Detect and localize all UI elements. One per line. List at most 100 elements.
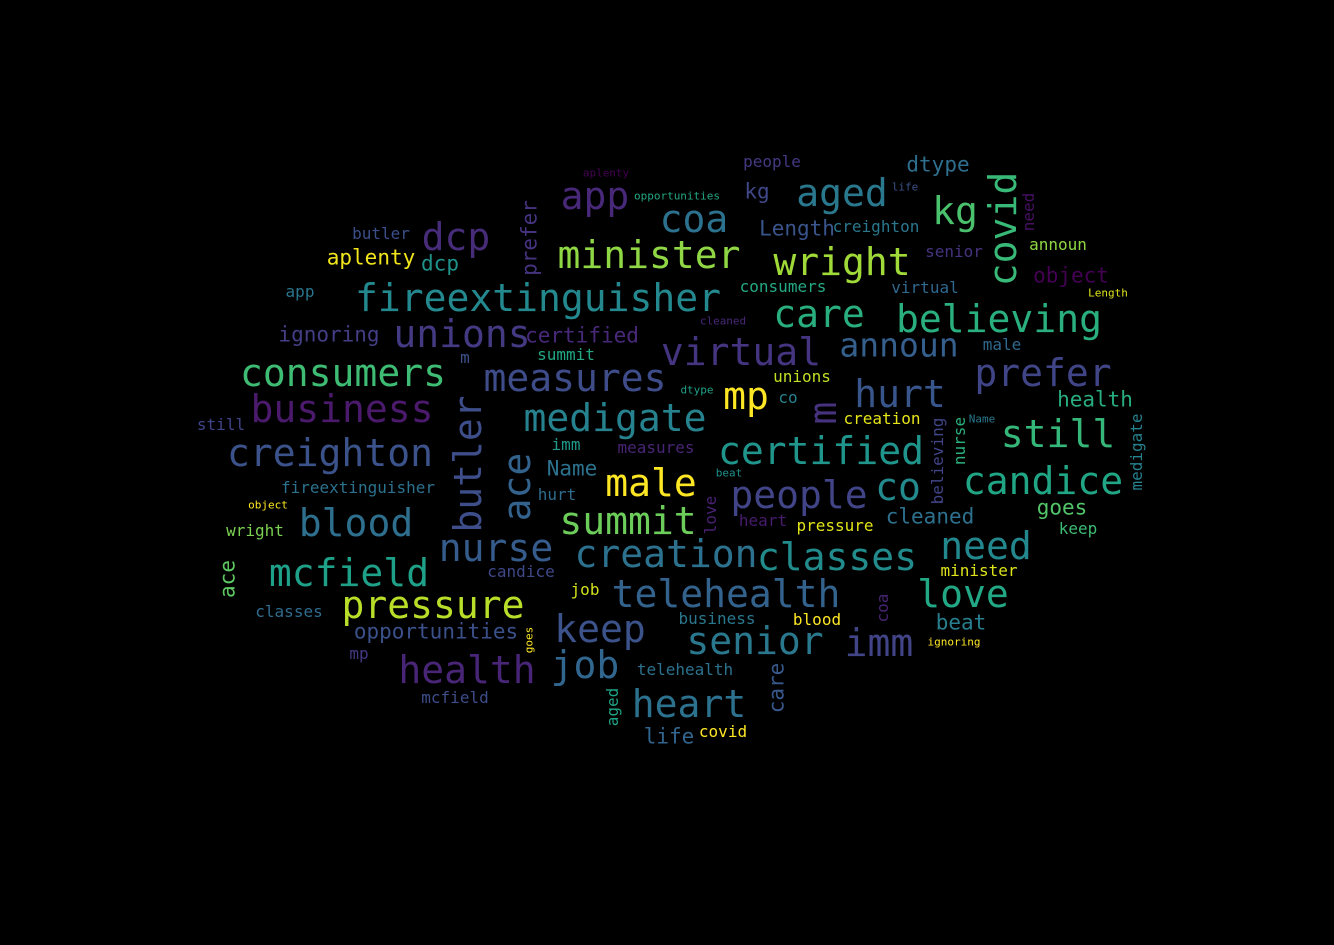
word: love: [917, 572, 1009, 616]
word: kg: [932, 189, 978, 233]
word: measures: [617, 438, 695, 457]
word: unions: [773, 367, 831, 386]
word: ignoring: [278, 322, 380, 347]
word: hurt: [854, 372, 946, 416]
word: butler: [446, 395, 490, 533]
word: health: [398, 648, 536, 692]
word: need: [940, 524, 1032, 568]
word: covid: [698, 722, 748, 741]
word: people: [730, 473, 868, 517]
word: blood: [792, 610, 842, 629]
word: candice: [962, 459, 1124, 503]
word: Name: [968, 412, 996, 426]
word: mcfield: [268, 551, 430, 595]
word: creighton: [832, 217, 920, 236]
word: co: [778, 388, 798, 407]
word: announ: [1029, 235, 1087, 254]
word: prefer: [974, 351, 1112, 395]
word: care: [773, 292, 865, 336]
word: fireextinguisher: [354, 276, 722, 320]
word: pressure: [796, 516, 874, 535]
word: job: [550, 643, 620, 687]
word: dcp: [421, 215, 491, 259]
word: believing: [896, 297, 1102, 341]
word: coa: [659, 197, 729, 241]
word: male: [605, 461, 697, 505]
word: need: [1019, 192, 1038, 232]
word: certified: [718, 429, 924, 473]
word: dtype: [680, 383, 714, 397]
word: still: [196, 415, 246, 434]
word: opportunities: [633, 189, 721, 203]
word: candice: [487, 562, 555, 581]
word: still: [1000, 412, 1116, 456]
word: hurt: [537, 485, 577, 504]
word: coa: [873, 593, 892, 623]
word: keep: [1058, 519, 1098, 538]
word: people: [743, 152, 801, 171]
word: medigate: [1127, 413, 1146, 491]
word: fireextinguisher: [280, 478, 436, 497]
word: ace: [215, 560, 240, 598]
word: m: [801, 401, 845, 425]
word: aplenty: [326, 245, 416, 270]
word: measures: [483, 356, 667, 400]
word: summit: [559, 499, 697, 543]
word: virtual: [660, 330, 822, 374]
word: classes: [756, 535, 918, 579]
word: unions: [393, 312, 531, 356]
word: health: [1057, 387, 1133, 412]
word: dcp: [421, 251, 459, 276]
word: Length: [1088, 286, 1128, 300]
word: care: [764, 662, 789, 714]
word: mp: [723, 374, 769, 418]
word: cleaned: [699, 314, 747, 328]
word: job: [570, 580, 600, 599]
word: opportunities: [353, 619, 519, 644]
word: male: [982, 335, 1022, 354]
word: life: [891, 180, 919, 194]
word: pressure: [341, 583, 525, 627]
word: cleaned: [885, 504, 975, 529]
word: telehealth: [636, 660, 734, 679]
word: co: [875, 465, 921, 509]
word: aged: [796, 171, 888, 215]
word: Name: [546, 456, 598, 481]
word: goes: [522, 626, 536, 654]
word: believing: [928, 417, 947, 505]
word: beat: [715, 466, 743, 480]
word: butler: [352, 224, 410, 243]
word: certified: [525, 323, 639, 348]
word: nurse: [438, 526, 554, 570]
word: imm: [551, 435, 581, 454]
word: keep: [554, 607, 646, 651]
word: object: [1033, 263, 1109, 288]
word: dtype: [906, 152, 970, 177]
word: minister: [940, 561, 1018, 580]
word: medigate: [523, 396, 707, 440]
word: Length: [759, 216, 835, 241]
word: classes: [255, 602, 323, 621]
word: kg: [744, 179, 770, 204]
word: business: [250, 387, 434, 431]
word: creighton: [227, 431, 433, 475]
word: creation: [843, 409, 921, 428]
word: heart: [738, 511, 788, 530]
word: consumers: [739, 277, 827, 296]
word: app: [285, 282, 315, 301]
word: life: [643, 724, 695, 749]
word: beat: [935, 610, 987, 635]
word: aged: [603, 687, 622, 727]
word: summit: [537, 345, 595, 364]
word: love: [701, 495, 720, 535]
word: object: [248, 498, 288, 512]
word: business: [678, 609, 756, 628]
word: mp: [349, 644, 369, 663]
word: prefer: [517, 200, 542, 276]
word: mcfield: [421, 688, 489, 707]
word: senior: [686, 619, 824, 663]
word: creation: [574, 532, 758, 576]
word: virtual: [891, 278, 959, 297]
word: minister: [557, 233, 741, 277]
